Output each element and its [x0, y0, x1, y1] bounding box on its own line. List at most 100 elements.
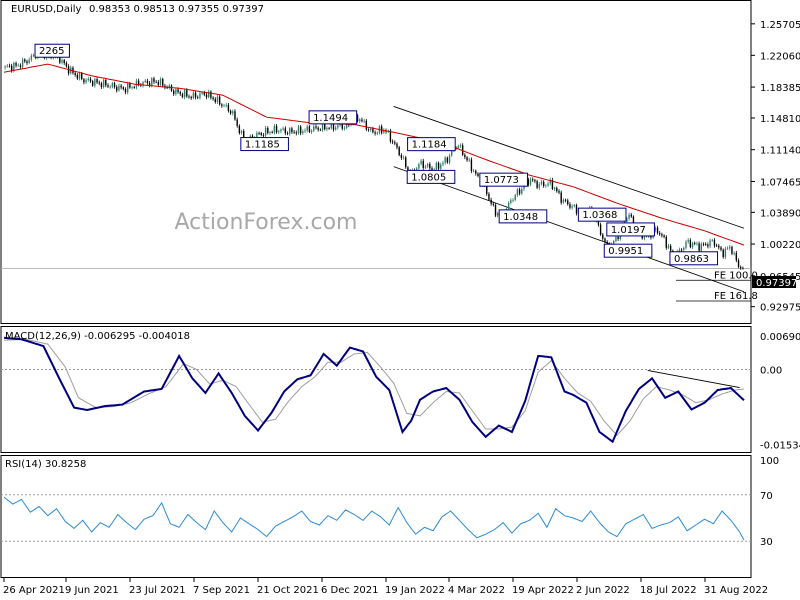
candle	[472, 168, 475, 173]
candle-body	[389, 130, 392, 142]
candle-body	[126, 83, 129, 93]
candle	[297, 124, 300, 135]
candle-body	[359, 119, 361, 122]
candle	[278, 129, 280, 134]
candle-body	[494, 204, 497, 216]
candle	[396, 142, 398, 150]
price-annotation: 1.0773	[479, 172, 528, 187]
candle	[398, 145, 400, 157]
candle	[494, 203, 497, 218]
candle-body	[698, 243, 700, 251]
candle-body	[24, 59, 26, 62]
annotation-text: 1.0197	[611, 225, 646, 236]
candle	[459, 143, 462, 148]
candle-body	[118, 85, 120, 91]
candle	[343, 125, 346, 131]
candle-body	[221, 104, 223, 106]
candle	[30, 53, 33, 62]
candle	[271, 130, 273, 134]
channel-line	[393, 105, 745, 229]
candle	[168, 83, 170, 90]
annotation-text: 0.9951	[608, 246, 643, 257]
candle	[654, 226, 657, 233]
candle-body	[328, 127, 330, 129]
candle	[707, 242, 709, 249]
candle-body	[227, 104, 230, 111]
candle-body	[704, 244, 707, 245]
candle-body	[225, 104, 227, 106]
candle-body	[203, 92, 206, 95]
price-tick-label: 1.22060	[760, 51, 800, 62]
candle-body	[234, 111, 236, 120]
candle-body	[332, 122, 335, 130]
candle	[218, 95, 221, 106]
annotation-text: 1.0368	[582, 210, 617, 221]
fib-level-label: FE 100.0	[714, 270, 758, 281]
candle	[567, 198, 569, 206]
macd-title: MACD(12,26,9) -0.006295 -0.004018	[5, 331, 190, 342]
candle	[542, 180, 545, 188]
candle-body	[315, 126, 317, 128]
candle-body	[391, 141, 394, 143]
candle	[512, 198, 514, 203]
candle	[105, 78, 107, 88]
macd-tick-label: 0.00	[760, 366, 782, 377]
price-annotation: 1.0805	[406, 169, 456, 184]
candle-body	[232, 111, 234, 114]
candle	[286, 131, 289, 136]
candle	[461, 143, 464, 156]
candle-body	[153, 78, 155, 82]
candle	[510, 198, 512, 205]
candle	[521, 186, 523, 196]
annotation-text: 1.0805	[411, 172, 446, 183]
candle-body	[718, 245, 720, 248]
candle-body	[448, 155, 451, 163]
candle-body	[61, 60, 63, 63]
rsi-panel-frame	[0, 455, 752, 578]
candle-body	[122, 87, 125, 89]
candle	[547, 181, 549, 187]
candle-body	[472, 170, 475, 172]
candle	[269, 130, 271, 135]
candle-body	[258, 133, 260, 134]
candle	[159, 77, 162, 87]
candle-body	[157, 81, 160, 85]
candle-body	[534, 180, 536, 182]
watermark: ActionForex.com	[175, 210, 358, 235]
candle	[562, 198, 565, 204]
candle-body	[429, 163, 431, 169]
candle-body	[451, 150, 453, 156]
candle	[85, 78, 87, 84]
candle-body	[210, 91, 212, 98]
candle-body	[615, 236, 617, 242]
candle-body	[407, 167, 409, 171]
candle-body	[538, 184, 540, 188]
candle-body	[383, 130, 385, 133]
candle-body	[52, 57, 54, 59]
candle	[199, 91, 201, 100]
candle-body	[459, 145, 462, 147]
candle-body	[564, 199, 567, 201]
candle	[694, 241, 696, 246]
candle-body	[551, 179, 554, 189]
candle-body	[15, 62, 17, 66]
candle-body	[376, 132, 378, 134]
candle	[477, 172, 479, 178]
candle-body	[370, 128, 372, 131]
candle-body	[549, 179, 551, 184]
candle	[514, 193, 516, 202]
candle	[205, 92, 208, 100]
candle-body	[507, 202, 510, 209]
moving-average-line	[3, 63, 745, 246]
candle	[440, 162, 442, 171]
candle-body	[665, 237, 667, 248]
candle	[560, 190, 562, 205]
annotation-box	[606, 222, 655, 237]
candle-body	[212, 97, 214, 100]
candle	[181, 92, 184, 99]
candle-body	[313, 126, 315, 131]
candle-body	[367, 129, 370, 131]
macd-tick-label: 0.006906	[760, 332, 800, 343]
candle	[389, 128, 392, 144]
candle	[210, 90, 212, 100]
